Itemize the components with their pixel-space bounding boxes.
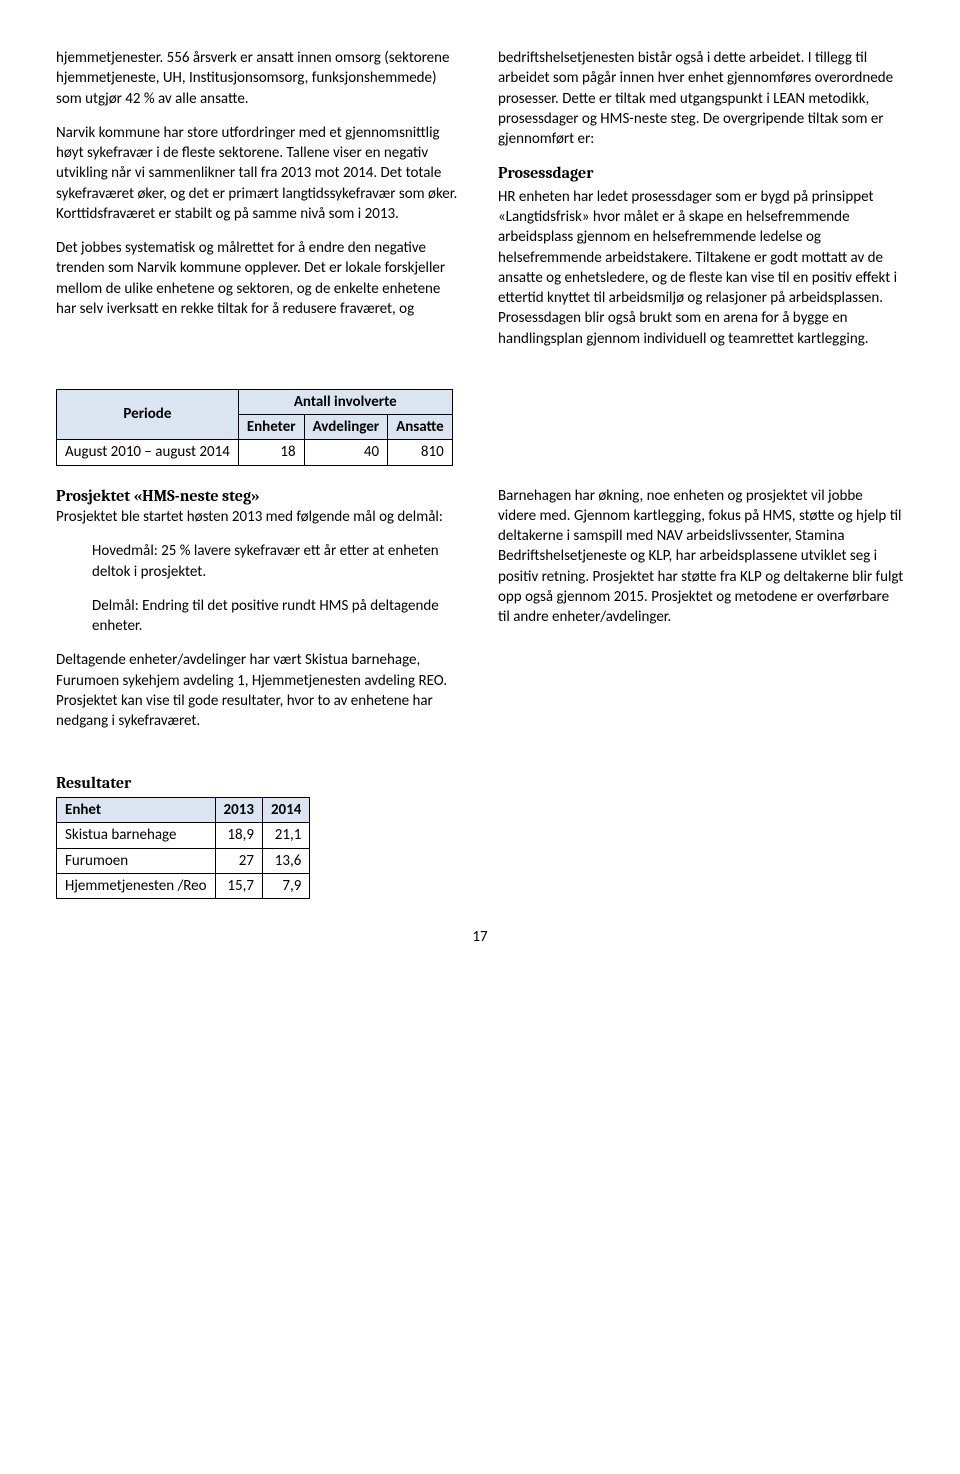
cell-value: 21,1	[262, 823, 309, 848]
cell-label: Hjemmetjenesten /Reo	[57, 873, 216, 898]
cell-value: 18,9	[215, 823, 262, 848]
cell-value: 7,9	[262, 873, 309, 898]
cell-label: Furumoen	[57, 848, 216, 873]
top-col-right: bedriftshelsetjenesten bistår også i det…	[498, 48, 904, 363]
cell-value: 18	[238, 440, 304, 465]
top-columns: hjemmetjenester. 556 årsverk er ansatt i…	[56, 48, 904, 363]
cell-label: Skistua barnehage	[57, 823, 216, 848]
table-resultater: Enhet 2013 2014 Skistua barnehage 18,9 2…	[56, 797, 310, 899]
mid-columns: Prosjektet «HMS-neste steg» Prosjektet b…	[56, 486, 904, 746]
para: bedriftshelsetjenesten bistår også i det…	[498, 48, 904, 149]
heading-prosessdager: Prosessdager	[498, 163, 904, 185]
mid-col-left: Prosjektet «HMS-neste steg» Prosjektet b…	[56, 486, 462, 746]
indent-delmal: Delmål: Endring til det positive rundt H…	[92, 596, 462, 637]
table-row: August 2010 – august 2014 18 40 810	[57, 440, 453, 465]
para: Prosjektet «HMS-neste steg» Prosjektet b…	[56, 486, 462, 528]
top-col-left: hjemmetjenester. 556 årsverk er ansatt i…	[56, 48, 462, 363]
para: HR enheten har ledet prosessdager som er…	[498, 187, 904, 349]
para: hjemmetjenester. 556 årsverk er ansatt i…	[56, 48, 462, 109]
para-text: Prosjektet ble startet høsten 2013 med f…	[56, 508, 443, 526]
cell-value: 13,6	[262, 848, 309, 873]
th-2014: 2014	[262, 798, 309, 823]
table-row: Furumoen 27 13,6	[57, 848, 310, 873]
mid-col-right: Barnehagen har økning, noe enheten og pr…	[498, 486, 904, 746]
table-involverte: Periode Antall involverte Enheter Avdeli…	[56, 389, 453, 466]
th-enhet: Enhet	[57, 798, 216, 823]
th-periode: Periode	[57, 389, 239, 440]
table-row: Skistua barnehage 18,9 21,1	[57, 823, 310, 848]
heading-resultater: Resultater	[56, 773, 904, 795]
th-enheter: Enheter	[238, 415, 304, 440]
th-antall-involverte: Antall involverte	[238, 389, 452, 414]
th-ansatte: Ansatte	[388, 415, 453, 440]
indent-hovedmal: Hovedmål: 25 % lavere sykefravær ett år …	[92, 541, 462, 582]
cell-value: 15,7	[215, 873, 262, 898]
cell-label: August 2010 – august 2014	[57, 440, 239, 465]
para: Det jobbes systematisk og målrettet for …	[56, 238, 462, 319]
heading-hms: Prosjektet «HMS-neste steg»	[56, 487, 260, 505]
para: Barnehagen har økning, noe enheten og pr…	[498, 486, 904, 628]
cell-value: 27	[215, 848, 262, 873]
results-section: Resultater Enhet 2013 2014 Skistua barne…	[56, 773, 904, 899]
table-row: Hjemmetjenesten /Reo 15,7 7,9	[57, 873, 310, 898]
cell-value: 40	[304, 440, 388, 465]
para: Deltagende enheter/avdelinger har vært S…	[56, 650, 462, 731]
para: Narvik kommune har store utfordringer me…	[56, 123, 462, 224]
th-2013: 2013	[215, 798, 262, 823]
th-avdelinger: Avdelinger	[304, 415, 388, 440]
page-number: 17	[56, 927, 904, 947]
cell-value: 810	[388, 440, 453, 465]
